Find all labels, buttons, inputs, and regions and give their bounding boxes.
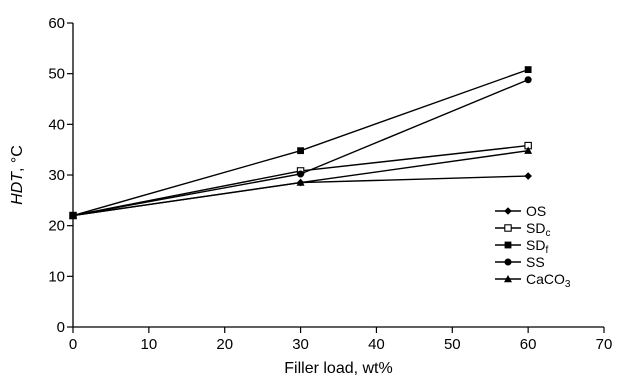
x-tick-label: 10 <box>141 336 158 353</box>
x-ticks: 0 10 20 30 40 50 60 70 <box>69 327 613 353</box>
legend-label-sdf: SDf <box>526 237 548 256</box>
legend-item-ss: SS <box>495 254 545 270</box>
x-tick-label: 20 <box>216 336 233 353</box>
x-tick-label: 30 <box>292 336 309 353</box>
y-tick-label: 10 <box>48 268 65 285</box>
point-caco3 <box>524 146 533 154</box>
legend-marker-os <box>504 207 512 215</box>
y-tick-label: 20 <box>48 218 65 235</box>
point-sdf <box>297 147 304 155</box>
series-sdf <box>69 66 532 219</box>
legend-label-ss: SS <box>526 254 545 270</box>
axes: 0 10 20 30 40 50 60 0 10 20 30 40 50 60 70 <box>48 15 612 353</box>
point-caco3 <box>296 178 305 186</box>
y-tick-label: 0 <box>57 319 65 336</box>
x-tick-label: 70 <box>596 336 613 353</box>
legend-label-caco3: CaCO3 <box>526 271 571 290</box>
y-tick-label: 40 <box>48 116 65 133</box>
y-tick-label: 50 <box>48 66 65 83</box>
legend-marker-sdc <box>504 224 512 232</box>
series-line-sdf <box>72 68 529 217</box>
point-os <box>524 172 532 180</box>
y-axis-title: HDT, °C <box>9 145 26 205</box>
series-caco3 <box>69 146 533 219</box>
point-ss <box>297 170 305 178</box>
y-tick-label: 30 <box>48 167 65 184</box>
y-axis-title-unit: , °C <box>9 145 26 172</box>
y-axis-title-italic: HDT <box>9 171 26 205</box>
x-tick-label: 0 <box>69 336 77 353</box>
point-sdf <box>524 66 532 74</box>
legend-item-sdc: SDc <box>495 220 550 239</box>
legend-marker-sdf <box>504 241 512 249</box>
legend-label-os: OS <box>526 203 546 219</box>
point-caco3 <box>69 211 77 219</box>
legend-label-sdc: SDc <box>526 220 550 239</box>
legend-item-sdf: SDf <box>495 237 548 256</box>
legend-marker-caco3 <box>504 275 512 283</box>
point-ss <box>524 76 532 84</box>
x-tick-label: 60 <box>520 336 537 353</box>
legend-item-caco3: CaCO3 <box>495 271 571 290</box>
x-axis-title: Filler load, wt% <box>284 360 392 377</box>
series-layer <box>69 66 533 220</box>
y-tick-label: 60 <box>48 15 65 32</box>
x-tick-label: 50 <box>444 336 461 353</box>
x-tick-label: 40 <box>368 336 385 353</box>
legend-marker-ss <box>504 258 512 266</box>
legend-item-os: OS <box>495 203 546 219</box>
y-ticks: 0 10 20 30 40 50 60 <box>48 15 73 336</box>
